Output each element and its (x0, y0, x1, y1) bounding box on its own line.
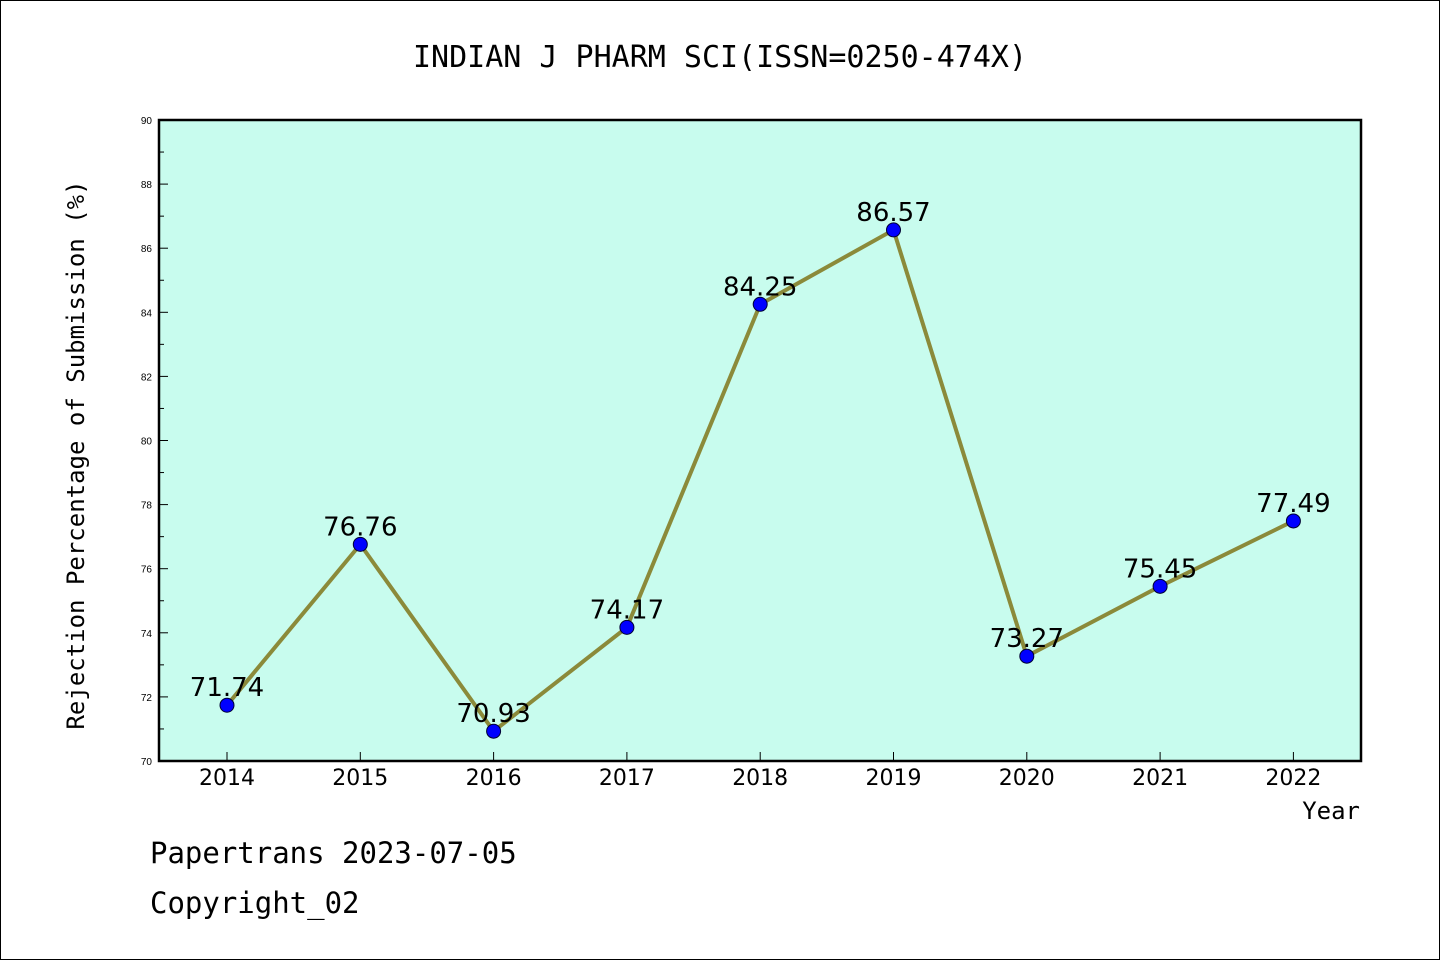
y-tick-label: 70 (141, 757, 153, 768)
x-tick-label: 2016 (466, 766, 522, 791)
data-label: 70.93 (456, 699, 530, 729)
x-axis: 2014 2015 2016 2017 2018 2019 2020 2021 2022 (199, 752, 1321, 791)
data-point-marker (486, 723, 502, 739)
y-axis-title: Rejection Percentage of Submission (%) (62, 180, 90, 729)
y-tick-label: 88 (141, 180, 153, 191)
x-tick-label: 2019 (866, 766, 922, 791)
data-label: 71.74 (190, 673, 264, 703)
data-point-marker (1152, 578, 1168, 594)
data-point-marker (752, 296, 768, 312)
data-point-marker (1285, 513, 1301, 529)
data-point-marker (1019, 648, 1035, 664)
series-line-group: 71.74 76.76 70.93 74.17 84.25 86.57 73.27 75.45… (190, 198, 1331, 739)
x-tick-label: 2015 (332, 766, 388, 791)
data-label: 73.27 (990, 624, 1064, 654)
data-point-marker (219, 697, 235, 713)
y-tick-label: 74 (141, 629, 153, 640)
x-tick-label: 2018 (732, 766, 788, 791)
footer-date-text: Papertrans 2023-07-05 (150, 836, 517, 870)
x-tick-label: 2022 (1265, 766, 1321, 791)
y-tick-label: 82 (141, 372, 153, 383)
y-tick-label: 80 (141, 437, 153, 448)
x-tick-label: 2021 (1132, 766, 1188, 791)
y-tick-label: 78 (141, 501, 153, 512)
data-label: 86.57 (856, 198, 930, 228)
data-label: 75.45 (1123, 554, 1197, 584)
y-tick-label: 76 (141, 565, 153, 576)
x-tick-label: 2017 (599, 766, 655, 791)
y-tick-label: 86 (141, 244, 153, 255)
x-tick-label: 2020 (999, 766, 1055, 791)
chart-title: INDIAN J PHARM SCI(ISSN=0250-474X) (413, 40, 1027, 75)
data-point-marker (619, 619, 635, 635)
x-axis-title: Year (1302, 797, 1360, 825)
data-label: 77.49 (1256, 489, 1330, 519)
y-tick-label: 84 (141, 308, 153, 319)
plot-area (159, 120, 1361, 761)
data-label: 74.17 (590, 595, 664, 625)
data-point-marker (886, 222, 901, 238)
data-label: 84.25 (723, 272, 797, 302)
y-axis: 70 72 74 76 78 80 82 84 86 88 90 (141, 116, 168, 768)
data-point-marker (352, 536, 368, 552)
x-tick-label: 2014 (199, 766, 255, 791)
footer-copyright-text: Copyright_02 (150, 886, 360, 920)
data-label: 76.76 (323, 512, 397, 542)
plot-border (157, 118, 1363, 763)
y-tick-label: 72 (141, 693, 153, 704)
y-tick-label: 90 (141, 116, 153, 127)
